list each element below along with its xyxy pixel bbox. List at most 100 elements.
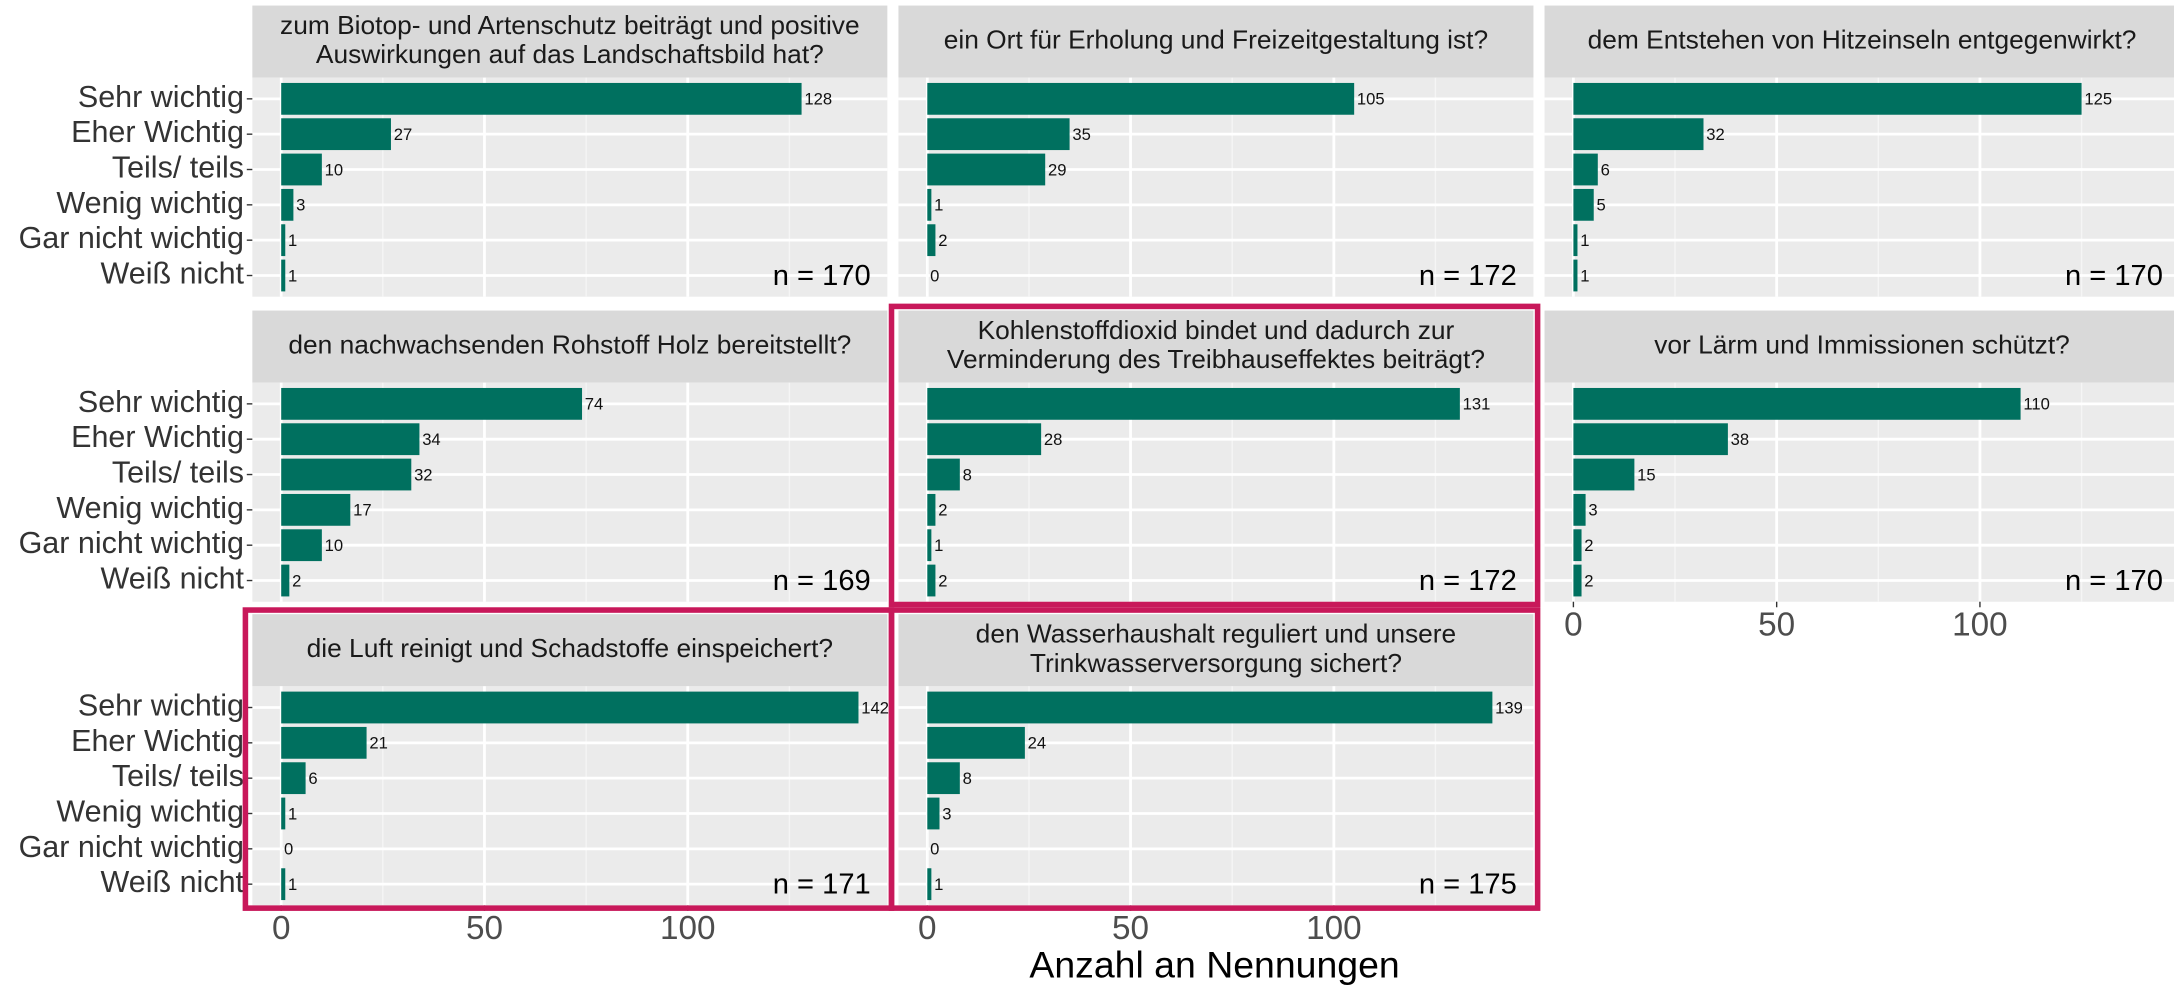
- bar: [927, 118, 1070, 151]
- bar: [927, 868, 932, 901]
- y-tick-label: Gar nicht wichtig: [19, 830, 244, 864]
- value-label: 1: [288, 804, 297, 823]
- bar: [927, 762, 960, 795]
- value-label: 2: [1584, 571, 1593, 590]
- y-tick-label: Wenig wichtig: [56, 795, 244, 829]
- bar: [1573, 118, 1704, 151]
- bar: [281, 564, 290, 597]
- bar: [1573, 224, 1578, 257]
- value-label: 0: [284, 840, 293, 859]
- bar: [281, 188, 294, 221]
- value-label: 1: [1580, 266, 1589, 285]
- bar: [1573, 529, 1582, 562]
- bar: [927, 387, 1460, 420]
- y-tick-label: Eher Wichtig: [71, 420, 244, 454]
- facet-strip: [898, 614, 1534, 687]
- bar: [281, 224, 286, 257]
- x-tick-label: 50: [466, 910, 503, 947]
- bar: [927, 493, 936, 526]
- bar: [281, 691, 859, 724]
- bar: [1573, 387, 2021, 420]
- facet-title: Verminderung des Treibhauseffektes beitr…: [947, 344, 1485, 374]
- y-tick-label: Eher Wichtig: [71, 115, 244, 149]
- value-label: 3: [942, 804, 951, 823]
- value-label: 6: [1601, 160, 1610, 179]
- facet-title: Kohlenstoffdioxid bindet und dadurch zur: [978, 315, 1455, 345]
- facet-title: Auswirkungen auf das Landschaftsbild hat…: [316, 39, 824, 69]
- y-tick-label: Teils/ teils: [112, 456, 244, 490]
- y-tick-label: Weiß nicht: [101, 257, 245, 291]
- facet-title: dem Entstehen von Hitzeinseln entgegenwi…: [1588, 25, 2137, 55]
- bar: [1573, 188, 1594, 221]
- y-tick-label: Gar nicht wichtig: [19, 221, 244, 255]
- bar: [927, 691, 1493, 724]
- value-label: 34: [422, 430, 441, 449]
- value-label: 74: [585, 395, 604, 414]
- value-label: 2: [1584, 536, 1593, 555]
- sample-size-label: n = 171: [773, 869, 871, 901]
- bar: [927, 564, 936, 597]
- facet-strip: [898, 310, 1534, 383]
- bar: [1573, 259, 1578, 292]
- value-label: 1: [288, 231, 297, 250]
- value-label: 6: [308, 769, 317, 788]
- highlight-box: [888, 303, 1541, 608]
- value-label: 3: [296, 196, 305, 215]
- x-tick-label: 0: [1564, 606, 1583, 643]
- bar: [281, 423, 420, 456]
- y-tick-label: Weiß nicht: [101, 562, 245, 596]
- y-tick-label: Wenig wichtig: [56, 491, 244, 525]
- facet-strip: [252, 5, 888, 78]
- sample-size-label: n = 175: [1419, 869, 1517, 901]
- sample-size-label: n = 170: [2065, 565, 2163, 597]
- bar: [281, 387, 583, 420]
- bar: [1573, 564, 1582, 597]
- sample-size-label: n = 170: [2065, 260, 2163, 292]
- bar: [927, 726, 1025, 759]
- bar: [281, 118, 391, 151]
- value-label: 131: [1463, 395, 1491, 414]
- value-label: 110: [2023, 395, 2050, 414]
- sample-size-label: n = 172: [1419, 260, 1517, 292]
- x-tick-label: 50: [1112, 910, 1149, 947]
- bar: [927, 224, 936, 257]
- value-label: 28: [1044, 430, 1063, 449]
- x-tick-label: 100: [660, 910, 716, 947]
- value-label: 1: [934, 536, 943, 555]
- bar: [281, 153, 322, 186]
- bar: [281, 762, 306, 795]
- value-label: 24: [1028, 734, 1047, 753]
- value-label: 1: [288, 875, 297, 894]
- y-tick-label: Sehr wichtig: [78, 385, 244, 419]
- value-label: 105: [1357, 90, 1385, 109]
- bar: [281, 726, 367, 759]
- y-tick-label: Gar nicht wichtig: [19, 526, 244, 560]
- y-tick-label: Weiß nicht: [101, 865, 245, 899]
- x-tick-label: 100: [1306, 910, 1362, 947]
- facet-title: den nachwachsenden Rohstoff Holz bereits…: [288, 330, 851, 360]
- bar: [927, 423, 1042, 456]
- value-label: 32: [414, 465, 433, 484]
- y-tick-label: Eher Wichtig: [71, 724, 244, 758]
- value-label: 38: [1731, 430, 1750, 449]
- x-tick-label: 0: [272, 910, 291, 947]
- facet-strip: [252, 614, 888, 687]
- facet-title: die Luft reinigt und Schadstoffe einspei…: [307, 633, 833, 663]
- facet-title: den Wasserhaushalt reguliert und unsere: [976, 619, 1457, 649]
- facet-title: vor Lärm und Immissionen schützt?: [1654, 330, 2070, 360]
- value-label: 2: [292, 571, 301, 590]
- value-label: 2: [938, 231, 947, 250]
- bar: [927, 188, 932, 221]
- value-label: 8: [963, 769, 972, 788]
- value-label: 17: [353, 501, 372, 520]
- value-label: 10: [325, 160, 344, 179]
- value-label: 3: [1588, 501, 1597, 520]
- facet-title: ein Ort für Erholung und Freizeitgestalt…: [944, 25, 1488, 55]
- value-label: 142: [861, 698, 889, 717]
- y-tick-label: Teils/ teils: [112, 151, 244, 185]
- bar: [281, 493, 351, 526]
- bar: [281, 82, 802, 115]
- value-label: 32: [1706, 125, 1725, 144]
- bar: [281, 458, 412, 491]
